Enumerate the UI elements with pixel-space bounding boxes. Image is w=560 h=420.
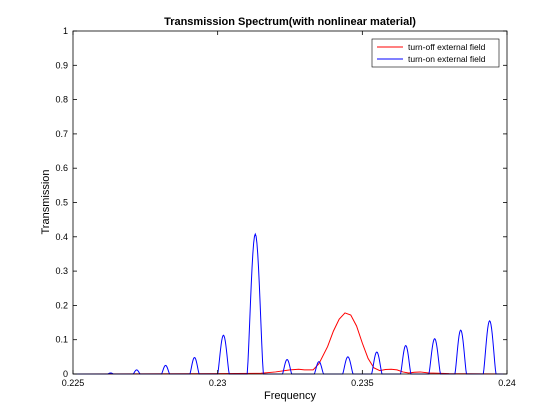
y-tick-label: 0.4 xyxy=(55,232,68,242)
y-tick-label: 0.8 xyxy=(55,95,68,105)
y-tick-label: 0.5 xyxy=(55,198,68,208)
y-tick-label: 0.7 xyxy=(55,129,68,139)
x-tick-label: 0.225 xyxy=(62,378,85,388)
y-tick-label: 0.3 xyxy=(55,266,68,276)
legend-label-series-1: turn-off external field xyxy=(408,42,486,52)
ticks-layer: 0.225 0.23 0.235 0.24 0 0.1 0.2 0.3 0.4 0.5 0.6 0.7… xyxy=(55,26,515,388)
series-line-turn-off xyxy=(72,312,508,375)
y-tick-label: 0.9 xyxy=(55,60,68,70)
chart-title: Transmission Spectrum(with nonlinear mat… xyxy=(164,16,416,28)
y-tick-label: 1 xyxy=(63,26,68,36)
y-tick-label: 0 xyxy=(63,369,68,379)
x-tick-label: 0.235 xyxy=(351,378,374,388)
x-axis-label: Frequency xyxy=(264,390,316,402)
y-tick-label: 0.6 xyxy=(55,163,68,173)
legend-box xyxy=(371,38,500,68)
y-tick-label: 0.1 xyxy=(55,335,68,345)
legend: turn-off external field turn-on external… xyxy=(371,38,500,68)
y-tick-label: 0.2 xyxy=(55,300,68,310)
x-tick-label: 0.23 xyxy=(209,378,227,388)
x-tick-label: 0.24 xyxy=(498,378,516,388)
plot-area xyxy=(73,31,507,374)
y-axis-label: Transmission xyxy=(40,170,52,235)
legend-label-series-2: turn-on external field xyxy=(408,54,486,64)
